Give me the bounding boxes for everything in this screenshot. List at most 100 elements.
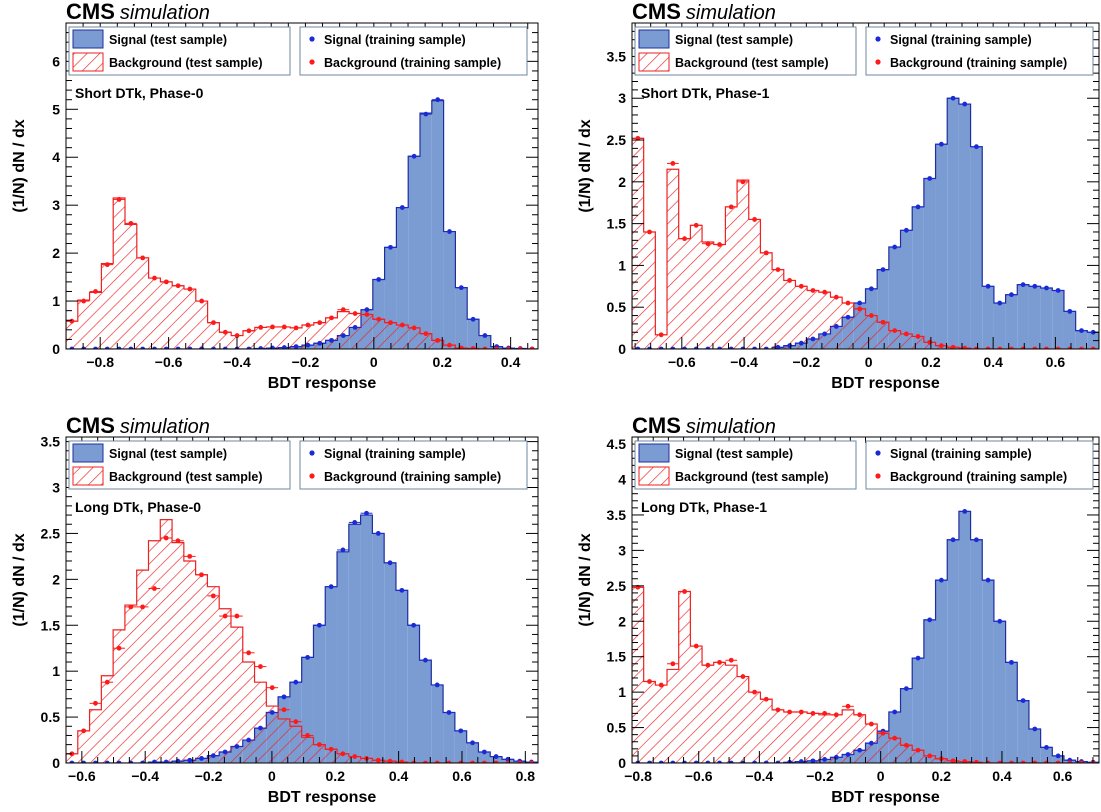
background-train-point — [269, 685, 275, 691]
background-train-point — [494, 346, 500, 349]
background-bar — [818, 292, 831, 349]
signal-train-point — [938, 141, 944, 147]
signal-bar — [982, 580, 994, 763]
background-train-point — [470, 346, 476, 349]
background-train-point — [305, 733, 310, 738]
background-train-point — [81, 298, 87, 304]
background-train-point — [258, 664, 263, 669]
background-train-point — [210, 593, 216, 599]
signal-train-point — [962, 509, 968, 514]
signal-train-point — [752, 760, 757, 763]
signal-bar — [1040, 287, 1053, 349]
background-bar — [842, 303, 854, 349]
signal-train-point — [116, 760, 122, 763]
background-train-point — [822, 710, 828, 716]
signal-train-point — [399, 205, 405, 210]
background-train-point — [927, 753, 933, 759]
background-bar — [172, 542, 184, 763]
background-train-point — [69, 318, 75, 324]
chart-panel-1: 0 1 2 3 4 5 6 −0.8 −0.6 −0.4 −0.2 0 0.2 0.4 BDT respon… — [11, 0, 539, 392]
legend-label-signal-train: Signal (training sample) — [890, 447, 1032, 461]
signal-train-point — [305, 654, 310, 660]
signal-train-point — [458, 285, 464, 291]
signal-bar — [478, 751, 491, 763]
legend-box-test — [634, 26, 857, 76]
signal-train-point — [974, 144, 979, 150]
background-bar — [702, 242, 714, 349]
background-bar — [254, 327, 267, 349]
signal-train-point — [328, 584, 334, 590]
background-bar — [302, 325, 314, 349]
signal-train-point — [423, 657, 428, 663]
background-train-point — [399, 759, 405, 763]
cms-label: CMS simulation — [66, 413, 210, 438]
background-train-point — [364, 312, 370, 317]
signal-train-point — [670, 760, 676, 763]
background-bar — [89, 292, 102, 349]
background-train-point — [388, 320, 393, 326]
signal-train-point — [316, 622, 322, 628]
background-bar — [325, 317, 338, 349]
signal-train-point — [658, 760, 664, 763]
background-train-point — [104, 262, 110, 268]
x-axis-title: BDT response — [268, 789, 377, 806]
y-tick-label: 2 — [618, 174, 626, 190]
background-bar — [243, 330, 255, 349]
signal-train-point — [364, 307, 370, 313]
legend-box-test — [68, 26, 291, 76]
simulation-text: simulation — [686, 416, 776, 438]
signal-train-point — [411, 622, 417, 628]
background-train-point — [447, 342, 452, 348]
background-bar — [783, 280, 796, 349]
simulation-text: simulation — [120, 2, 210, 24]
background-train-point — [857, 712, 863, 718]
background-bar — [124, 605, 137, 763]
background-bar — [278, 326, 291, 349]
signal-bar — [877, 269, 889, 349]
cms-text: CMS — [632, 413, 681, 438]
background-bar — [195, 574, 208, 763]
signal-train-point — [728, 346, 734, 349]
background-bar — [643, 231, 656, 349]
background-train-point — [775, 267, 781, 272]
signal-bar — [947, 539, 959, 763]
signal-train-point — [481, 749, 487, 755]
signal-bar — [431, 100, 444, 349]
x-tick-label: 0.4 — [992, 768, 1012, 784]
background-bar — [195, 301, 208, 349]
signal-train-point — [470, 316, 476, 322]
background-train-point — [728, 657, 734, 663]
y-tick-label: 0 — [52, 341, 60, 357]
background-train-point — [411, 325, 417, 331]
signal-train-point — [246, 346, 252, 349]
signal-train-point — [104, 760, 110, 763]
signal-bar — [372, 533, 385, 763]
legend-marker-signal-train — [309, 36, 315, 42]
background-train-point — [950, 344, 956, 349]
signal-bar — [360, 515, 373, 763]
background-bar — [830, 297, 843, 349]
background-bar — [77, 730, 90, 763]
signal-train-point — [1067, 308, 1073, 314]
signal-train-point — [903, 686, 909, 691]
background-train-point — [1055, 760, 1061, 763]
background-bar — [148, 278, 161, 349]
legend-label-background-train: Background (training sample) — [324, 470, 501, 484]
background-bar — [207, 322, 220, 349]
y-tick-label: 0.5 — [607, 299, 627, 315]
x-tick-label: 0.2 — [326, 768, 346, 784]
background-train-point — [517, 760, 523, 763]
legend-swatch-background — [638, 52, 670, 72]
background-bar — [877, 322, 889, 349]
background-train-point — [752, 217, 757, 222]
background-train-point — [728, 204, 734, 210]
background-bar — [125, 224, 137, 349]
background-bar — [431, 340, 444, 349]
signal-train-point — [175, 346, 181, 349]
x-tick-label: 0 — [865, 354, 873, 370]
y-tick-label: 3 — [618, 542, 626, 558]
signal-train-point — [222, 346, 228, 349]
x-tick-label: −0.6 — [668, 354, 696, 370]
background-train-point — [187, 286, 193, 292]
legend-marker-signal-train — [309, 450, 315, 456]
